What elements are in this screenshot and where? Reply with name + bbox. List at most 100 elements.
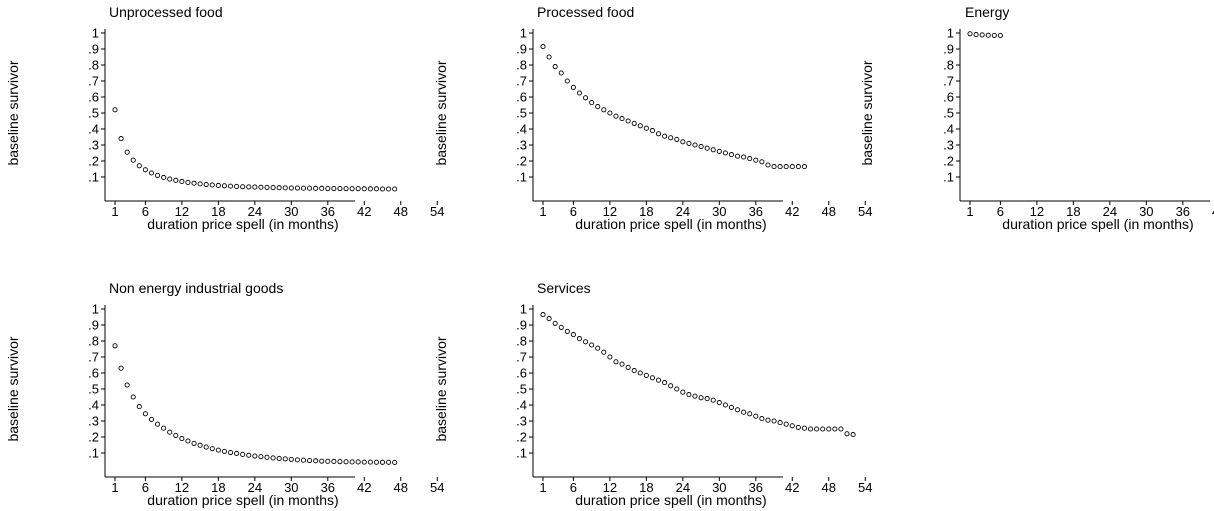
y-tick-label: .7 [516,74,527,89]
data-point [576,90,583,96]
data-point [136,163,142,169]
y-tick-label: .2 [516,430,527,445]
y-tick-label: .6 [88,90,99,105]
data-point [130,157,136,163]
data-point [552,64,558,70]
data-point [546,54,552,60]
x-tick-label: 18 [639,480,653,495]
data-point [373,459,379,465]
y-tick-label: .1 [516,446,527,461]
data-point [765,162,771,168]
data-point [540,312,546,318]
data-point [619,361,625,367]
x-tick-label: 24 [1103,204,1117,219]
x-tick-label: 54 [430,204,444,219]
y-tick-label: .4 [88,122,99,137]
y-tick-label: .3 [88,414,99,429]
data-point [276,185,282,191]
x-tick-label: 42 [357,480,371,495]
data-point [668,383,674,389]
y-tick-label: .1 [943,170,954,185]
x-tick-label: 12 [603,480,617,495]
data-point [753,413,759,419]
y-tick-label: .5 [516,382,527,397]
x-tick-label: 42 [785,204,799,219]
x-tick-label: 6 [997,204,1004,219]
data-point [997,33,1003,39]
data-point [595,104,601,110]
data-point [722,150,728,156]
chart-title: Energy [965,4,1009,20]
x-tick-label: 18 [639,204,653,219]
data-point [583,339,589,345]
data-point [613,359,619,365]
data-point [161,425,167,431]
data-point [173,432,179,438]
data-point [807,426,814,432]
data-point [155,421,161,427]
data-point [583,95,589,101]
y-tick-label: 1 [947,26,954,41]
data-point [246,452,252,458]
data-point [662,380,668,386]
y-tick-label: 1 [520,302,527,317]
data-point [795,164,801,170]
data-point [722,402,728,408]
data-point [680,139,686,145]
data-point [203,181,209,188]
y-tick-label: .7 [516,350,527,365]
data-point [355,186,361,192]
x-tick-label: 42 [357,204,371,219]
data-point [765,417,771,423]
data-point [130,394,136,400]
x-tick-label: 18 [1066,204,1080,219]
y-tick-label: .2 [516,154,527,169]
data-point [185,438,191,444]
y-tick-label: .6 [943,90,954,105]
data-point [552,320,558,326]
x-tick-label: 48 [822,204,836,219]
data-point [234,183,240,189]
x-tick-label: 54 [430,480,444,495]
data-point [728,404,735,410]
data-point [820,426,826,432]
data-point [179,178,185,185]
data-point [118,136,124,142]
data-point [844,431,850,437]
x-tick-label: 36 [321,204,335,219]
data-point [595,345,601,351]
y-axis-label: baseline survivor [5,60,21,165]
y-tick-label: .5 [88,382,99,397]
data-point [643,125,649,131]
data-point [185,179,191,185]
data-point [246,184,252,190]
data-point [270,455,276,461]
data-point [276,455,282,461]
x-tick-label: 24 [248,480,262,495]
data-point [270,185,276,191]
y-tick-label: .8 [516,58,527,73]
data-point [668,135,674,141]
data-point [801,164,807,170]
data-point [735,153,741,159]
data-point [716,148,722,154]
x-tick-label: 30 [284,204,298,219]
x-axis-label: duration price spell (in months) [147,492,338,508]
data-point [240,184,246,190]
x-tick-label: 6 [142,204,149,219]
y-tick-label: .4 [516,122,527,137]
data-point [197,181,203,187]
data-point [294,185,300,191]
data-point [991,32,997,38]
data-point [148,416,155,422]
data-point [337,185,343,192]
data-point [288,185,294,191]
data-point [349,459,355,465]
data-point [540,44,546,50]
chart-title: Non energy industrial goods [109,280,283,296]
data-point [325,185,331,192]
data-point [203,444,209,450]
x-tick-label: 24 [676,480,690,495]
data-point [386,186,392,192]
